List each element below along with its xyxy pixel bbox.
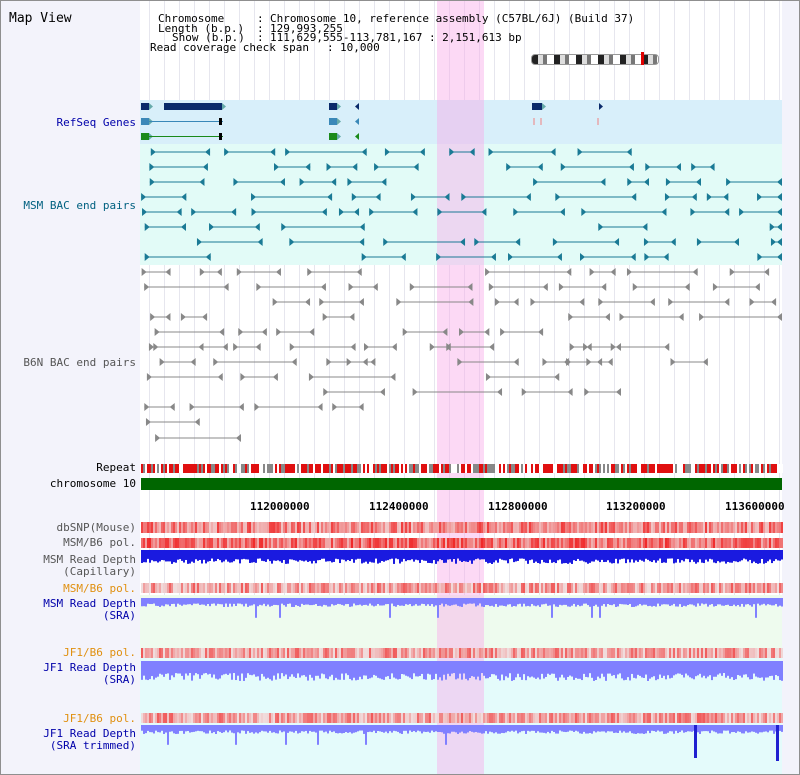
span-value: 10,000 <box>340 41 380 54</box>
jf1-sra-label-1: JF1 Read Depth <box>43 661 136 674</box>
span-sep: : <box>327 41 334 54</box>
chromosome-track-label: chromosome 10 <box>49 477 136 490</box>
msm-bac-label[interactable]: MSM BAC end pairs <box>23 199 136 212</box>
msm-b6-pol-sra-label: MSM/B6 pol. <box>63 582 136 595</box>
map-view-title: Map View <box>9 11 72 26</box>
refseq-track-bg <box>140 100 782 144</box>
chromosome-label: Chromosome <box>158 12 225 25</box>
axis-tick-label: 113200000 <box>606 500 666 513</box>
msm-b6-pol-label: MSM/B6 pol. <box>63 536 136 549</box>
show-label: Show (b.p.) <box>172 31 245 44</box>
length-sep: : <box>257 22 264 35</box>
length-label: Length (b.p.) <box>158 22 245 35</box>
length-value: 129,993,255 <box>270 22 343 35</box>
msm-capillary-label-2: (Capillary) <box>63 565 136 578</box>
msm-sra-label-1: MSM Read Depth <box>43 597 136 610</box>
jf1-trim-label-2: (SRA trimmed) <box>49 739 136 752</box>
selected-region-highlight[interactable] <box>437 1 484 774</box>
msm-capillary-label-1: MSM Read Depth <box>43 553 136 566</box>
axis-tick-label: 112400000 <box>369 500 429 513</box>
show-value: 111,629,555-113,781,167 : 2,151,613 bp <box>270 31 522 44</box>
chromosome-ideogram[interactable] <box>531 54 659 65</box>
msm-sra-label-2: (SRA) <box>102 609 136 622</box>
refseq-genes-label[interactable]: RefSeq Genes <box>56 116 136 129</box>
jf1-b6-pol-label: JF1/B6 pol. <box>63 646 136 659</box>
axis-tick-label: 113600000 <box>725 500 785 513</box>
span-label: Read coverage check span <box>150 41 309 54</box>
dbsnp-label: dbSNP(Mouse) <box>56 521 136 534</box>
show-sep: : <box>257 31 264 44</box>
jf1-sra-label-2: (SRA) <box>102 673 136 686</box>
chromosome-sep: : <box>257 12 264 25</box>
b6n-bac-label[interactable]: B6N BAC end pairs <box>23 356 136 369</box>
axis-tick-label: 112000000 <box>250 500 310 513</box>
jf1-trim-label-1: JF1 Read Depth <box>43 727 136 740</box>
chromosome-value: Chromosome 10, reference assembly (C57BL… <box>270 12 635 25</box>
jf1-b6-pol-trim-label: JF1/B6 pol. <box>63 712 136 725</box>
ideogram-position-marker <box>641 52 644 65</box>
axis-tick-label: 112800000 <box>488 500 548 513</box>
repeat-label: Repeat <box>96 461 136 474</box>
